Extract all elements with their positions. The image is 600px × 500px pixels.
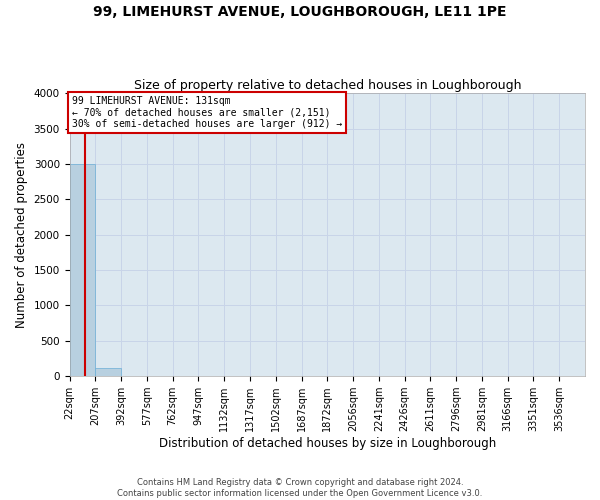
Y-axis label: Number of detached properties: Number of detached properties [15, 142, 28, 328]
Bar [95, 368, 121, 376]
Bar [70, 164, 95, 376]
Text: Contains HM Land Registry data © Crown copyright and database right 2024.
Contai: Contains HM Land Registry data © Crown c… [118, 478, 482, 498]
Text: 99 LIMEHURST AVENUE: 131sqm
← 70% of detached houses are smaller (2,151)
30% of : 99 LIMEHURST AVENUE: 131sqm ← 70% of det… [72, 96, 343, 129]
X-axis label: Distribution of detached houses by size in Loughborough: Distribution of detached houses by size … [158, 437, 496, 450]
Text: 99, LIMEHURST AVENUE, LOUGHBOROUGH, LE11 1PE: 99, LIMEHURST AVENUE, LOUGHBOROUGH, LE11… [93, 5, 507, 19]
Title: Size of property relative to detached houses in Loughborough: Size of property relative to detached ho… [134, 79, 521, 92]
